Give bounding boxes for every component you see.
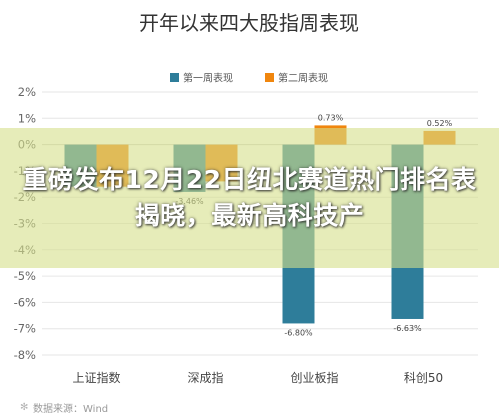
legend-swatch-1 <box>265 73 274 82</box>
data-label: -6.80% <box>284 328 313 337</box>
source-text: 数据来源：Wind <box>33 404 109 415</box>
x-tick-label: 深成指 <box>187 370 223 385</box>
legend-label-0: 第一周表现 <box>183 72 233 85</box>
chart-legend: 第一周表现 第二周表现 <box>170 72 328 85</box>
chart-title: 开年以来四大股指周表现 <box>139 11 359 35</box>
wind-logo-icon: ✻ <box>20 401 29 413</box>
y-tick-label: 2% <box>18 85 36 99</box>
x-tick-label: 创业板指 <box>290 370 338 385</box>
source-note: ✻ 数据来源：Wind <box>20 400 108 415</box>
x-axis: 上证指数 深成指 创业板指 科创50 <box>72 370 443 385</box>
y-tick-label: 1% <box>18 111 36 125</box>
x-tick-label: 上证指数 <box>72 370 120 385</box>
legend-label-1: 第二周表现 <box>278 72 328 85</box>
legend-swatch-0 <box>170 73 179 82</box>
y-tick-label: -6% <box>14 295 36 309</box>
y-tick-label: -8% <box>14 348 36 362</box>
headline-text: 重磅发布12月22日纽北赛道热门排名表揭晓，最新高科技产 <box>22 165 477 230</box>
data-label: -6.63% <box>393 324 422 333</box>
y-tick-label: -7% <box>14 322 36 336</box>
x-tick-label: 科创50 <box>404 371 443 385</box>
headline-banner[interactable]: 重磅发布12月22日纽北赛道热门排名表揭晓，最新高科技产 <box>0 128 499 268</box>
data-label: 0.52% <box>427 119 453 128</box>
data-label: 0.73% <box>318 113 344 122</box>
y-tick-label: -5% <box>14 269 36 283</box>
